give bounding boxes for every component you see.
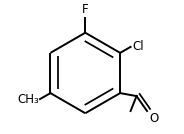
Text: Cl: Cl — [132, 40, 144, 53]
Text: O: O — [149, 112, 158, 125]
Text: F: F — [82, 3, 89, 16]
Text: CH₃: CH₃ — [17, 93, 39, 106]
